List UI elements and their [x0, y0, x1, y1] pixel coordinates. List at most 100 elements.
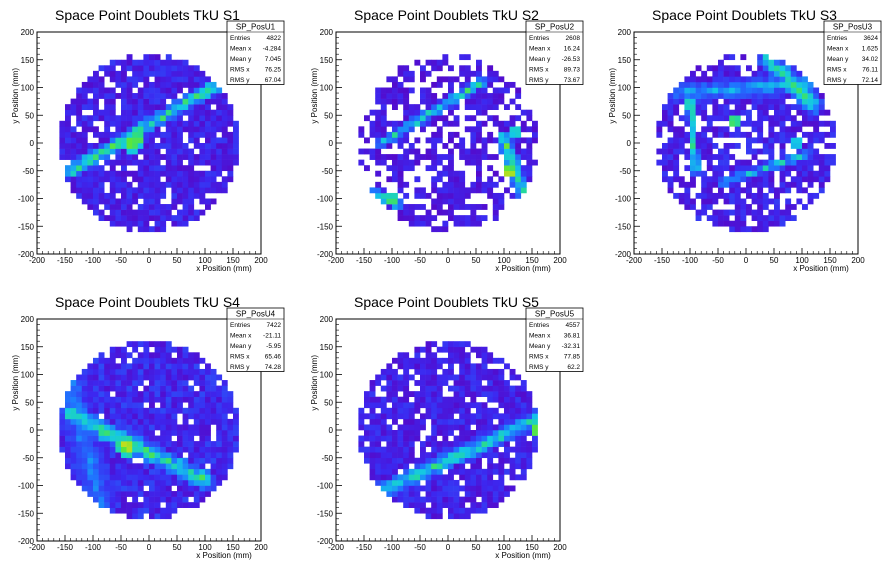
- heatmap-bin: [757, 126, 764, 133]
- heatmap-bin: [509, 181, 516, 188]
- heatmap-bin: [177, 159, 183, 166]
- heatmap-bin: [807, 154, 814, 160]
- heatmap-bin: [210, 159, 217, 166]
- stats-value: -26.53: [562, 56, 581, 63]
- heatmap-bin: [397, 363, 404, 370]
- heatmap-bin: [160, 474, 167, 481]
- heatmap-bin: [386, 198, 393, 205]
- heatmap-bin: [481, 137, 488, 144]
- heatmap-bin: [93, 170, 99, 177]
- heatmap-bin: [188, 104, 195, 110]
- heatmap-bin: [104, 154, 111, 160]
- heatmap-bin: [143, 479, 150, 486]
- heatmap-bin: [740, 204, 747, 210]
- heatmap-bin: [487, 380, 494, 386]
- heatmap-bin: [126, 204, 133, 210]
- heatmap-bin: [757, 109, 764, 116]
- heatmap-bin: [470, 87, 477, 94]
- heatmap-bin: [188, 148, 195, 155]
- heatmap-bin: [734, 76, 741, 83]
- heatmap-bin: [487, 424, 494, 431]
- heatmap-bin: [154, 385, 161, 392]
- heatmap-bin: [143, 474, 150, 481]
- heatmap-bin: [431, 204, 438, 210]
- heatmap-bin: [436, 380, 443, 386]
- heatmap-bin: [188, 81, 195, 88]
- heatmap-bin: [532, 159, 538, 166]
- heatmap-bin: [729, 176, 736, 183]
- heatmap-bin: [818, 131, 825, 138]
- heatmap-bin: [126, 137, 133, 144]
- heatmap-bin: [425, 220, 432, 227]
- heatmap-bin: [98, 446, 105, 453]
- heatmap-bin: [515, 402, 522, 409]
- heatmap-bin: [414, 104, 421, 110]
- heatmap-bin: [818, 98, 825, 105]
- heatmap-bin: [380, 126, 387, 133]
- heatmap-bin: [76, 176, 83, 183]
- heatmap-bin: [87, 181, 94, 188]
- heatmap-bin: [673, 98, 680, 105]
- heatmap-bin: [481, 474, 488, 481]
- heatmap-bin: [132, 413, 139, 420]
- heatmap-bin: [476, 368, 482, 375]
- heatmap-bin: [154, 507, 161, 514]
- heatmap-bin: [81, 441, 88, 447]
- heatmap-bin: [199, 143, 206, 149]
- heatmap-bin: [718, 109, 724, 116]
- heatmap-bin: [109, 435, 116, 442]
- heatmap-bin: [109, 418, 116, 425]
- heatmap-bin: [227, 424, 234, 431]
- heatmap-bin: [453, 435, 460, 442]
- heatmap-bin: [729, 98, 736, 105]
- heatmap-bin: [397, 70, 404, 77]
- heatmap-bin: [375, 418, 382, 425]
- heatmap-bin: [515, 474, 522, 481]
- heatmap-bin: [509, 192, 516, 199]
- heatmap-bin: [143, 385, 150, 392]
- heatmap-bin: [453, 215, 460, 221]
- heatmap-bin: [205, 98, 211, 105]
- heatmap-bin: [227, 402, 234, 409]
- heatmap-bin: [98, 380, 105, 386]
- heatmap-bin: [420, 220, 426, 227]
- heatmap-bin: [453, 502, 460, 508]
- heatmap-bin: [504, 396, 510, 403]
- heatmap-bin: [420, 187, 426, 194]
- heatmap-bin: [442, 413, 449, 420]
- heatmap-bin: [380, 474, 387, 481]
- heatmap-bin: [442, 98, 449, 105]
- heatmap-bin: [723, 209, 730, 216]
- heatmap-bin: [87, 115, 94, 122]
- heatmap-bin: [425, 109, 432, 116]
- heatmap-bin: [414, 220, 421, 227]
- heatmap-bin: [459, 154, 466, 160]
- heatmap-bin: [498, 87, 505, 94]
- heatmap-bin: [504, 380, 510, 386]
- x-tick-label: -200: [328, 543, 345, 552]
- heatmap-bin: [143, 198, 150, 205]
- heatmap-bin: [121, 220, 127, 227]
- heatmap-bin: [115, 446, 122, 453]
- stats-label: Mean x: [827, 46, 849, 53]
- heatmap-bin: [233, 120, 239, 127]
- heatmap-bin: [93, 109, 99, 116]
- heatmap-bin: [126, 452, 133, 459]
- heatmap-bin: [470, 402, 477, 409]
- heatmap-bin: [448, 479, 454, 486]
- heatmap-bin: [807, 81, 814, 88]
- heatmap-bin: [98, 424, 105, 431]
- heatmap-bin: [442, 396, 449, 403]
- heatmap-bin: [476, 374, 482, 381]
- heatmap-bin: [182, 204, 189, 210]
- heatmap-bin: [369, 407, 376, 414]
- heatmap-bin: [149, 435, 155, 442]
- heatmap-bin: [171, 198, 178, 205]
- heatmap-bin: [392, 380, 398, 386]
- heatmap-bin: [734, 126, 741, 133]
- x-tick-label: -50: [712, 256, 724, 265]
- heatmap-bin: [414, 187, 421, 194]
- heatmap-bin: [87, 159, 94, 166]
- heatmap-bin: [459, 65, 466, 72]
- heatmap-bin: [76, 93, 83, 99]
